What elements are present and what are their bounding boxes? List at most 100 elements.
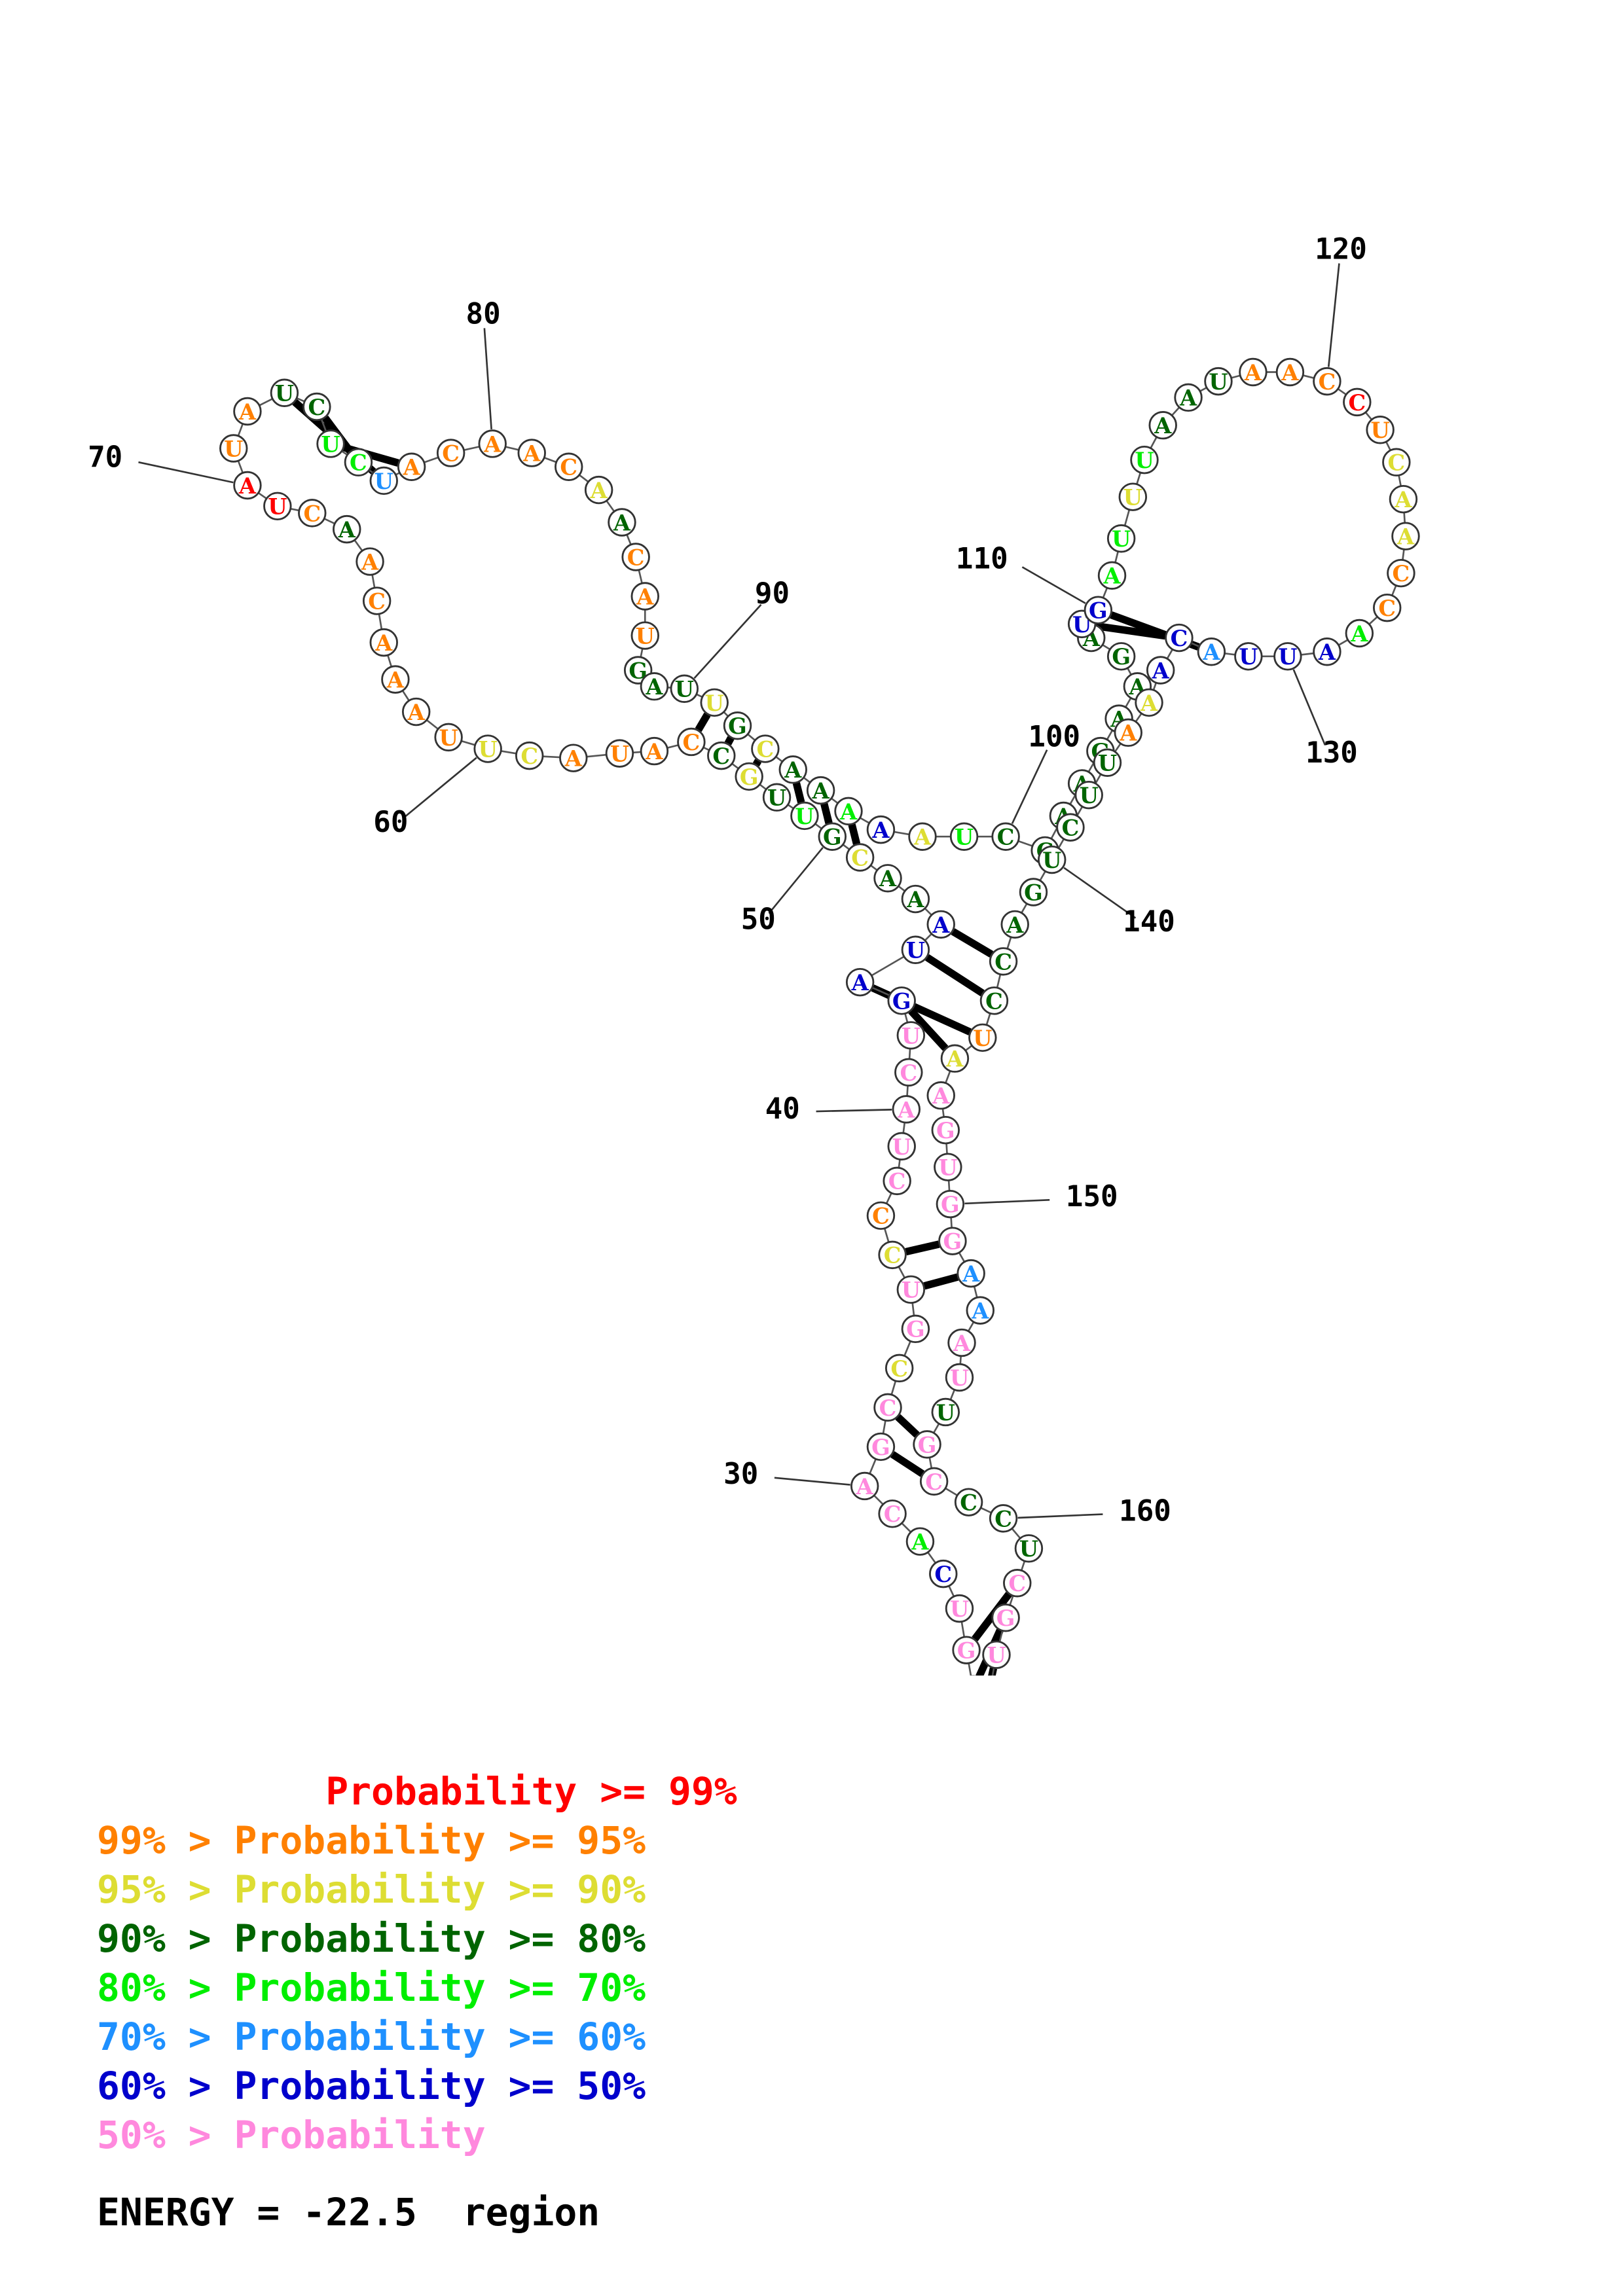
nucleotide-84: A — [608, 508, 636, 537]
nucleotide-circle — [397, 452, 426, 481]
nucleotide-circle — [866, 1432, 896, 1462]
backbone-link — [950, 1217, 953, 1228]
nucleotide-circle — [936, 1189, 965, 1219]
backbone-link — [803, 776, 811, 783]
backbone-link — [296, 397, 305, 403]
nucleotide-162: C — [1003, 1569, 1032, 1598]
position-marker-label-50: 50 — [741, 903, 776, 936]
base-pair-bond — [890, 1451, 925, 1477]
nucleotide-circle — [436, 439, 465, 467]
backbone-link — [1403, 512, 1406, 524]
backbone-link — [924, 933, 932, 941]
backbone-link — [831, 797, 839, 804]
position-marker-layer: 1020304050607080901001101201301401501601… — [88, 232, 1367, 1528]
backbone-link — [991, 1667, 995, 1676]
backbone-link — [1224, 652, 1235, 656]
legend-row-90: 95% > Probability >= 90% — [97, 1867, 646, 1912]
backbone-link — [898, 885, 905, 892]
backbone-link — [871, 956, 905, 977]
backbone-link — [859, 817, 870, 824]
backbone-link — [1199, 387, 1207, 392]
nucleotide-circle — [947, 1328, 976, 1357]
nucleotide-137: U — [1093, 748, 1122, 777]
backbone-link — [1338, 639, 1349, 646]
nucleotide-43: G — [887, 986, 916, 1015]
nucleotide-circle — [931, 1397, 960, 1427]
backbone-link — [959, 1355, 962, 1365]
backbone-link — [945, 1070, 951, 1084]
backbone-link — [1069, 794, 1076, 805]
nucleotide-circle — [1106, 642, 1136, 671]
backbone-link — [924, 907, 932, 916]
base-pair-bond — [905, 1240, 940, 1256]
nucleotide-128: A — [1345, 619, 1374, 648]
backbone-link — [964, 1045, 973, 1052]
nucleotide-63: A — [381, 665, 410, 694]
nucleotide-circle — [316, 429, 345, 458]
nucleotide-25: G — [952, 1636, 981, 1664]
nucleotide-circle — [908, 822, 937, 851]
backbone-link — [1017, 840, 1033, 847]
nucleotide-circle — [926, 910, 955, 939]
nucleotide-circle — [1239, 357, 1267, 387]
position-marker-leader — [1327, 263, 1340, 367]
nucleotide-circle — [270, 378, 299, 407]
nucleotide-64: A — [369, 628, 398, 657]
backbone-link — [871, 986, 890, 996]
nucleotide-34: G — [901, 1314, 930, 1344]
nucleotide-26: U — [945, 1594, 974, 1623]
backbone-link — [906, 1085, 909, 1096]
nucleotide-116: A — [1174, 383, 1203, 412]
backbone-link — [1006, 937, 1012, 949]
nucleotide-86: A — [630, 582, 659, 611]
backbone-link — [945, 1487, 958, 1496]
legend-row-99: Probability >= 99% — [97, 1769, 737, 1814]
nucleotide-160: C — [989, 1504, 1018, 1533]
nucleotide-65: C — [362, 586, 392, 615]
nucleotide-82: C — [555, 452, 583, 481]
nucleotide-73: U — [270, 378, 299, 407]
backbone-link — [911, 1302, 915, 1316]
nucleotide-circle — [1391, 522, 1420, 550]
nucleotide-57: U — [605, 739, 634, 768]
backbone-link — [500, 750, 517, 755]
backbone-layer — [237, 371, 1406, 1676]
nucleotide-61: U — [434, 723, 463, 752]
nucleotide-97: A — [866, 815, 896, 844]
backbone-link — [1102, 644, 1111, 651]
nucleotide-31: G — [866, 1432, 896, 1462]
backbone-link — [775, 756, 783, 762]
position-marker-leader — [1011, 749, 1048, 825]
nucleotide-circle — [1084, 596, 1113, 624]
nucleotide-123: C — [1382, 448, 1411, 476]
backbone-link — [1135, 713, 1142, 723]
nucleotide-circle — [605, 739, 634, 768]
nucleotide-circle — [1273, 642, 1302, 671]
backbone-link — [426, 719, 439, 730]
nucleotide-circle — [954, 1488, 983, 1516]
nucleotide-33: C — [884, 1354, 914, 1383]
nucleotide-75: U — [316, 429, 345, 458]
backbone-link — [579, 474, 589, 483]
nucleotide-29: C — [878, 1499, 907, 1528]
nucleotide-circle — [344, 448, 373, 476]
backbone-link — [759, 783, 767, 791]
nucleotide-144: C — [979, 986, 1009, 1015]
backbone-link — [927, 1551, 937, 1564]
nucleotide-87: U — [630, 621, 659, 650]
backbone-link — [882, 1420, 886, 1434]
nucleotide-113: U — [1118, 482, 1148, 511]
rna-structure-panel: 1020304050607080901001101201301401501601… — [88, 232, 1420, 1676]
backbone-link — [1123, 509, 1131, 526]
backbone-link — [401, 690, 410, 702]
nucleotide-140: U — [1038, 845, 1067, 874]
backbone-link — [932, 1423, 940, 1433]
nucleotide-circle — [957, 1259, 985, 1288]
nucleotide-133: C — [1165, 623, 1194, 653]
backbone-link — [257, 492, 267, 499]
backbone-link — [960, 1621, 966, 1638]
nucleotide-50: G — [818, 822, 847, 851]
nucleotide-circle — [1165, 623, 1194, 653]
nucleotide-circle — [700, 688, 729, 717]
position-marker-leader — [964, 1198, 1050, 1205]
